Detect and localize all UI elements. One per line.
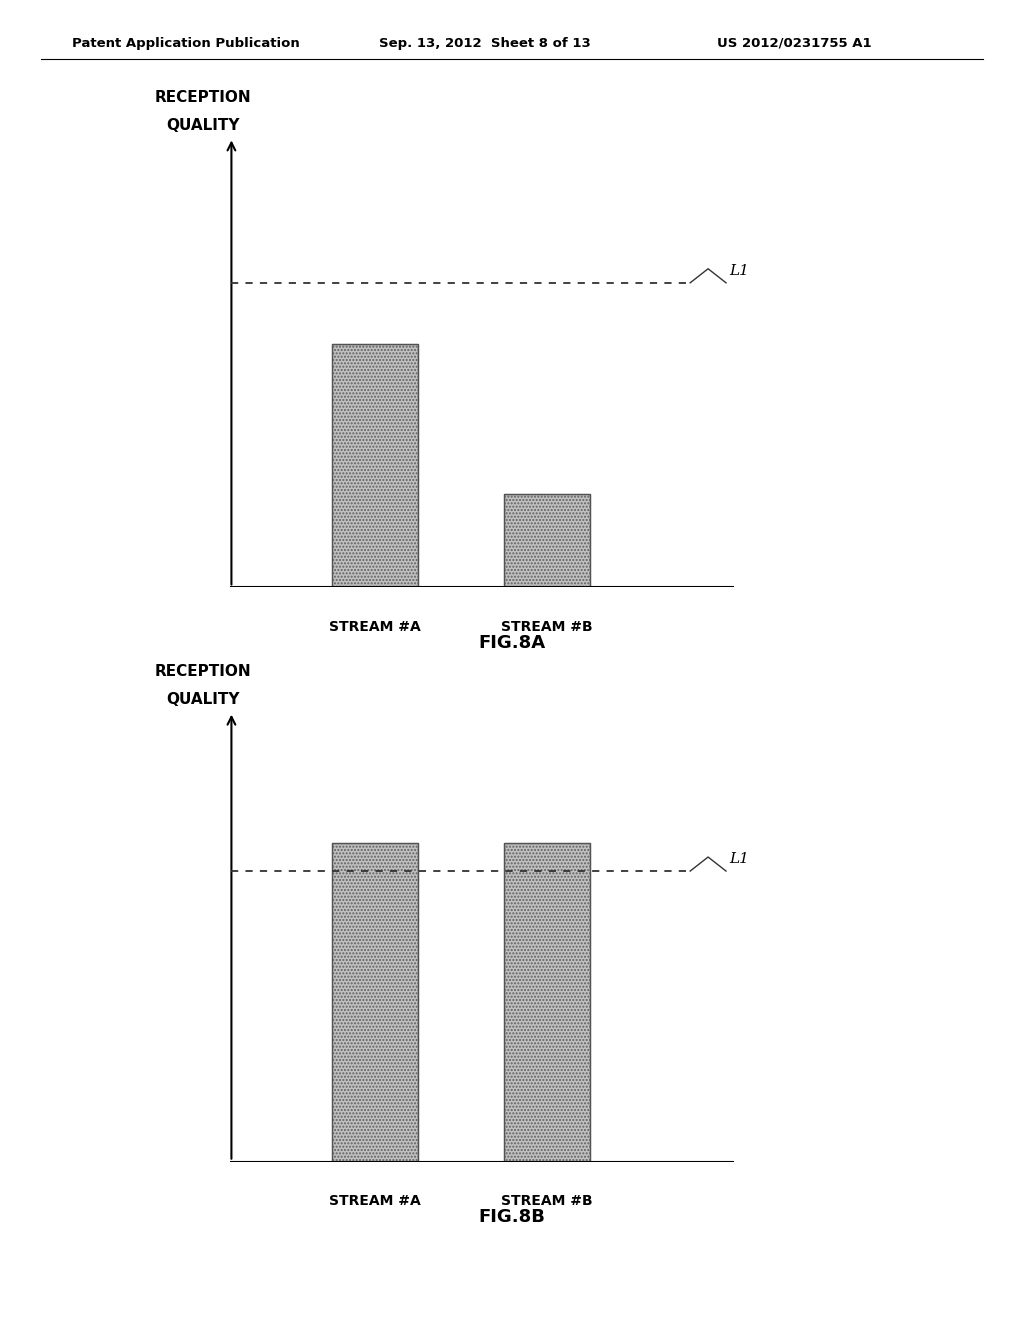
Bar <box>504 494 590 587</box>
Bar <box>504 843 590 1162</box>
Bar <box>332 343 418 587</box>
Bar <box>332 343 418 587</box>
Text: STREAM #B: STREAM #B <box>501 620 593 634</box>
Text: Patent Application Publication: Patent Application Publication <box>72 37 299 50</box>
Text: Sep. 13, 2012  Sheet 8 of 13: Sep. 13, 2012 Sheet 8 of 13 <box>379 37 591 50</box>
Text: US 2012/0231755 A1: US 2012/0231755 A1 <box>717 37 871 50</box>
Text: FIG.8A: FIG.8A <box>478 634 546 652</box>
Bar <box>332 843 418 1162</box>
Bar <box>504 843 590 1162</box>
Text: L1: L1 <box>729 264 750 279</box>
Text: QUALITY: QUALITY <box>166 692 240 708</box>
Text: RECEPTION: RECEPTION <box>155 90 251 104</box>
Bar <box>504 494 590 587</box>
Text: STREAM #A: STREAM #A <box>329 1195 421 1208</box>
Text: L1: L1 <box>729 853 750 866</box>
Text: RECEPTION: RECEPTION <box>155 664 251 678</box>
Bar <box>332 843 418 1162</box>
Text: STREAM #B: STREAM #B <box>501 1195 593 1208</box>
Text: QUALITY: QUALITY <box>166 117 240 133</box>
Text: STREAM #A: STREAM #A <box>329 620 421 634</box>
Text: FIG.8B: FIG.8B <box>478 1208 546 1226</box>
